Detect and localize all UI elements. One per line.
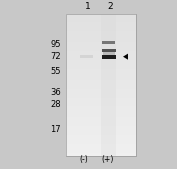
Bar [66,140,136,142]
Bar [66,35,136,37]
Bar [66,89,136,90]
Bar [66,130,136,131]
Bar [66,146,136,148]
Bar [66,33,136,35]
Bar [66,149,136,151]
Bar [66,76,136,78]
Bar [66,44,136,46]
Text: 55: 55 [51,67,61,76]
Bar [66,153,136,155]
Text: 72: 72 [50,52,61,61]
Bar [66,78,136,80]
Bar [66,135,136,137]
Bar [66,101,136,103]
Bar [66,137,136,139]
Bar [66,17,136,19]
Bar [102,49,116,52]
Bar [66,19,136,21]
Bar [66,99,136,101]
Bar [66,119,136,121]
Bar [80,55,93,58]
Bar [66,56,136,58]
Bar [66,123,136,124]
Bar [66,14,136,15]
Bar [66,58,136,60]
Text: 28: 28 [50,100,61,109]
Bar [66,139,136,140]
Bar [66,87,136,89]
Bar [66,65,136,67]
Bar [66,62,136,64]
Text: (-): (-) [80,155,88,164]
Bar [66,151,136,153]
Bar [66,115,136,117]
Bar [66,53,136,55]
Bar [66,71,136,73]
Bar [66,148,136,149]
Polygon shape [123,54,128,60]
Bar [66,117,136,119]
Bar [66,144,136,146]
Bar [66,55,136,56]
Bar [66,110,136,112]
Bar [66,121,136,123]
Bar [66,30,136,31]
Bar [66,22,136,24]
Bar [66,92,136,94]
Bar [66,81,136,83]
Bar [66,40,136,42]
Bar [66,106,136,108]
Bar [66,80,136,81]
Bar [66,24,136,26]
Bar [66,98,136,99]
Bar [66,37,136,39]
Bar [66,73,136,74]
Bar [66,126,136,128]
Bar [66,142,136,144]
Bar [66,51,136,53]
Bar [66,112,136,114]
Text: 1: 1 [85,2,90,11]
Bar [66,69,136,71]
Bar [66,31,136,33]
Bar [66,28,136,30]
Bar [66,67,136,69]
Bar [103,52,115,55]
Bar [102,55,116,58]
Text: 36: 36 [50,88,61,98]
Bar [66,155,136,156]
Bar [66,105,136,106]
Bar [66,42,136,44]
Text: 17: 17 [50,125,61,134]
Bar [66,108,136,110]
Bar [66,124,136,126]
Bar [66,131,136,133]
Bar [66,128,136,130]
Bar [101,14,116,156]
Bar [102,41,116,44]
Bar [66,14,136,156]
Bar [66,46,136,47]
Bar [66,85,136,87]
Bar [66,103,136,105]
Bar [66,96,136,98]
Bar [66,114,136,115]
Bar [66,64,136,65]
Bar [66,47,136,49]
Text: 2: 2 [108,2,113,11]
Bar [66,60,136,62]
Text: (+): (+) [102,155,114,164]
Bar [66,90,136,92]
Text: 95: 95 [51,40,61,49]
Bar [66,39,136,40]
Bar [66,83,136,85]
Bar [66,49,136,51]
Bar [66,94,136,96]
Bar [66,26,136,28]
Bar [66,15,136,17]
Bar [66,21,136,22]
Bar [66,74,136,76]
Bar [66,133,136,135]
